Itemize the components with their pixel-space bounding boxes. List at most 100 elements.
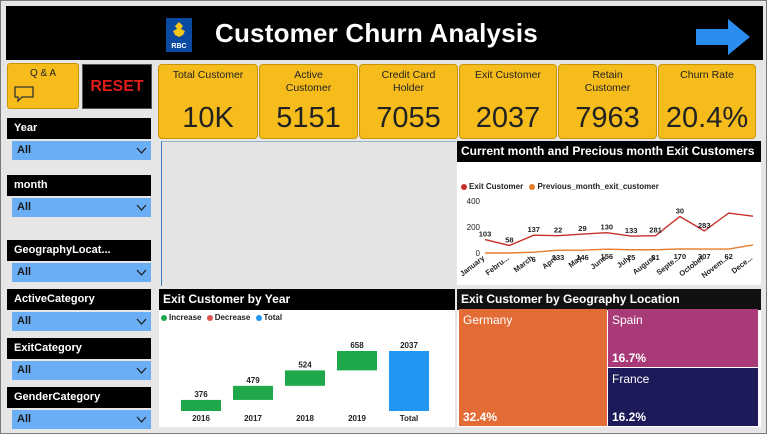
- x-tick-label: 2019: [348, 414, 366, 423]
- data-label-previous: 62: [724, 252, 732, 261]
- data-label-exit: 137: [527, 225, 540, 234]
- kpi-value: 7963: [575, 102, 640, 134]
- legend-total: Total: [263, 313, 283, 322]
- data-label-exit: 130: [601, 223, 614, 232]
- data-label: 2037: [400, 341, 418, 350]
- legend-increase: Increase: [169, 313, 202, 322]
- empty-visual-area: [161, 141, 456, 286]
- geo-name: Spain: [612, 313, 643, 327]
- data-label-exit: 283: [698, 221, 711, 230]
- slicer-title: GeographyLocat...: [7, 240, 151, 261]
- treemap-spain[interactable]: Spain 16.7%: [608, 309, 758, 367]
- kpi-churn-rate: Churn Rate 20.4%: [658, 64, 756, 139]
- chart-title: Exit Customer by Geography Location: [457, 289, 761, 310]
- waterfall-increase-bar: [337, 351, 377, 371]
- x-tick-label: Dece...: [730, 253, 755, 275]
- waterfall-svg: 376 2016 479 2017 524 2018 658 2019 2037 Total: [181, 341, 429, 423]
- kpi-value: 10K: [182, 102, 234, 134]
- slicer-value: All: [17, 413, 32, 425]
- data-label-exit: 58: [505, 235, 513, 244]
- kpi-exit-customer: Exit Customer 2037: [459, 64, 557, 139]
- x-tick-label: January: [458, 253, 487, 278]
- data-label: 658: [350, 341, 364, 350]
- kpi-value: 20.4%: [665, 102, 749, 134]
- waterfall-increase-bar: [233, 385, 273, 400]
- kpi-value: 5151: [276, 102, 341, 134]
- waterfall-total-bar: [389, 351, 429, 411]
- monthly-exit-chart: Current month and Precious month Exit Cu…: [457, 141, 761, 285]
- geo-pct: 32.4%: [463, 410, 498, 424]
- rbc-logo-icon: RBC: [166, 18, 192, 52]
- slicer-dropdown[interactable]: All: [12, 410, 151, 429]
- kpi-active-customer: Active Customer 5151: [259, 64, 358, 139]
- kpi-label: Churn Rate: [680, 69, 734, 81]
- slicer-year: Year All: [7, 118, 151, 160]
- kpi-label: Total Customer: [172, 69, 244, 81]
- chevron-down-icon: [136, 147, 147, 154]
- data-label-previous: 133: [552, 253, 565, 262]
- geo-name: Germany: [463, 313, 513, 327]
- data-label: 479: [246, 376, 260, 385]
- qa-button[interactable]: Q & A: [7, 63, 79, 109]
- previous-month-line: [485, 244, 754, 254]
- slicer-title: ExitCategory: [7, 338, 151, 359]
- data-label: 524: [298, 360, 312, 369]
- data-label-exit: 29: [578, 224, 586, 233]
- legend-dot-previous: [529, 183, 536, 190]
- slicer-dropdown[interactable]: All: [12, 312, 151, 331]
- data-label-previous: 6: [532, 255, 536, 264]
- logo-text: RBC: [171, 43, 186, 50]
- geography-treemap: Exit Customer by Geography Location Germ…: [457, 289, 761, 427]
- kpi-label: Retain Customer: [584, 69, 631, 94]
- treemap-germany[interactable]: Germany 32.4%: [459, 309, 607, 426]
- next-page-arrow-icon[interactable]: [694, 17, 752, 57]
- data-label-previous: 31: [651, 253, 659, 262]
- chat-bubble-icon: [14, 86, 34, 102]
- reset-button[interactable]: RESET: [82, 64, 152, 109]
- kpi-label: Exit Customer: [475, 69, 541, 81]
- chevron-down-icon: [136, 318, 147, 325]
- legend-previous-month: Previous_month_exit_customer: [537, 182, 659, 191]
- x-tick-label: Total: [400, 414, 419, 423]
- geo-pct: 16.2%: [612, 410, 647, 424]
- x-tick-label: 2016: [192, 414, 210, 423]
- slicer-geography-location: GeographyLocat... All: [7, 240, 151, 282]
- kpi-total-customer: Total Customer 10K: [158, 64, 258, 139]
- data-label: 376: [194, 390, 208, 399]
- treemap-france[interactable]: France 16.2%: [608, 368, 758, 426]
- data-label-previous: 146: [576, 253, 589, 262]
- data-label-exit: 133: [625, 226, 638, 235]
- waterfall-increase-bar: [181, 399, 221, 411]
- slicer-dropdown[interactable]: All: [12, 141, 151, 160]
- slicer-title: GenderCategory: [7, 387, 151, 408]
- slicer-exit-category: ExitCategory All: [7, 338, 151, 380]
- kpi-label: Active Customer: [285, 69, 332, 94]
- legend-dot-total: [255, 314, 262, 321]
- waterfall-increase-bar: [285, 370, 325, 386]
- legend-dot-decrease: [206, 314, 213, 321]
- chart-legend: Increase Decrease Total: [161, 313, 282, 322]
- data-label-previous: 307: [698, 252, 711, 261]
- chevron-down-icon: [136, 416, 147, 423]
- data-label-exit: 281: [649, 226, 662, 235]
- slicer-value: All: [17, 201, 32, 213]
- slicer-dropdown[interactable]: All: [12, 361, 151, 380]
- legend-dot-exit: [461, 183, 467, 190]
- slicer-dropdown[interactable]: All: [12, 198, 151, 217]
- line-chart-svg: 400 200 0 103 58 6 137 133 22 146 29 156 130 25 133 31 2…: [458, 197, 755, 280]
- chevron-down-icon: [136, 204, 147, 211]
- legend-exit-customer: Exit Customer: [469, 182, 524, 191]
- slicer-active-category: ActiveCategory All: [7, 289, 151, 331]
- header-bar: RBC Customer Churn Analysis: [6, 6, 763, 60]
- legend-decrease: Decrease: [214, 313, 251, 322]
- y-tick-label: 400: [467, 197, 481, 206]
- chevron-down-icon: [136, 367, 147, 374]
- kpi-credit-card-holder: Credit Card Holder 7055: [359, 64, 458, 139]
- exit-customer-line: [484, 212, 754, 247]
- kpi-retain-customer: Retain Customer 7963: [558, 64, 657, 139]
- slicer-dropdown[interactable]: All: [12, 263, 151, 282]
- y-tick-label: 200: [467, 223, 481, 232]
- x-tick-label: 2018: [296, 414, 314, 423]
- chevron-down-icon: [136, 269, 147, 276]
